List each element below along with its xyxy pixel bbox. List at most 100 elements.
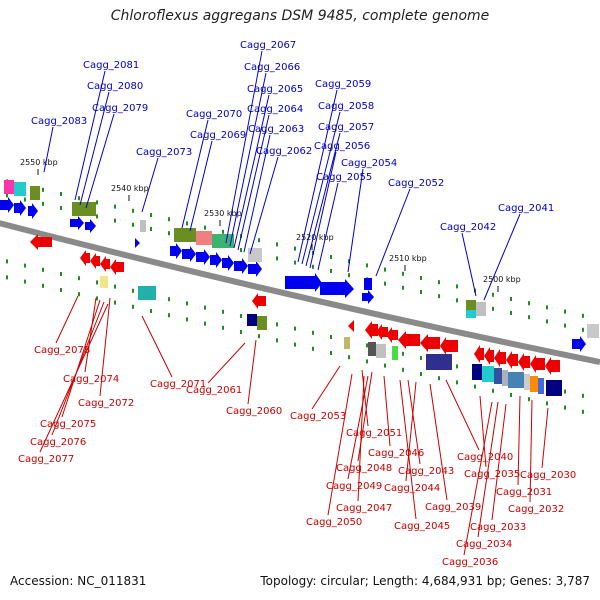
position-tick bbox=[438, 376, 440, 381]
gene-label: Cagg_2075 bbox=[40, 419, 96, 430]
feature-box bbox=[502, 370, 508, 386]
forward-gene bbox=[28, 203, 38, 219]
position-tick bbox=[240, 330, 242, 334]
gene-label: Cagg_2081 bbox=[83, 60, 139, 71]
reverse-gene bbox=[484, 347, 494, 365]
position-tick bbox=[474, 384, 476, 389]
gene-label: Cagg_2066 bbox=[244, 62, 300, 73]
gene-label: Cagg_2036 bbox=[442, 557, 498, 568]
leader-line bbox=[297, 89, 338, 263]
position-tick bbox=[42, 267, 44, 272]
position-tick bbox=[60, 206, 62, 210]
position-tick bbox=[582, 393, 584, 398]
gene-label: Cagg_2050 bbox=[306, 517, 362, 528]
position-tick bbox=[78, 276, 80, 281]
leader-line bbox=[479, 395, 487, 468]
leader-line bbox=[243, 134, 271, 253]
position-tick bbox=[276, 322, 278, 327]
position-tick bbox=[420, 356, 422, 360]
forward-gene bbox=[320, 279, 354, 298]
gene-labels: Cagg_2083 Cagg_2081 Cagg_2080 Cagg_2079 Cagg… bbox=[18, 40, 576, 568]
position-tick bbox=[438, 280, 440, 285]
gene-label: Cagg_2070 bbox=[186, 109, 242, 120]
gene-label: Cagg_2035 bbox=[464, 469, 520, 480]
position-tick bbox=[24, 279, 26, 284]
position-tick bbox=[456, 380, 458, 385]
feature-box bbox=[212, 234, 234, 248]
gene-label: Cagg_2044 bbox=[384, 483, 440, 494]
forward-gene bbox=[285, 273, 322, 292]
position-tick bbox=[456, 284, 458, 289]
reverse-gene bbox=[530, 355, 545, 373]
feature-box bbox=[138, 286, 156, 300]
gene-label: Cagg_2049 bbox=[326, 481, 382, 492]
leader-line bbox=[517, 395, 521, 486]
feature-box bbox=[72, 202, 96, 216]
feature-box bbox=[376, 344, 386, 358]
position-tick bbox=[330, 351, 332, 355]
position-tick bbox=[222, 325, 224, 330]
position-tick bbox=[150, 227, 152, 231]
scale-label: 2530 kbp bbox=[204, 209, 242, 218]
feature-box bbox=[530, 376, 538, 392]
position-tick bbox=[384, 363, 386, 368]
position-tick bbox=[186, 221, 188, 226]
gene-label: Cagg_2046 bbox=[368, 448, 424, 459]
leader-line bbox=[84, 297, 97, 373]
position-tick bbox=[42, 283, 44, 288]
position-tick bbox=[96, 296, 98, 301]
feature-box bbox=[368, 342, 376, 356]
reverse-gene bbox=[494, 349, 506, 367]
gene-label: Cagg_2041 bbox=[498, 203, 554, 214]
leader-line bbox=[399, 379, 417, 520]
feature-box bbox=[466, 300, 476, 310]
scale-label: 2540 kbp bbox=[111, 184, 149, 193]
gene-label: Cagg_2060 bbox=[226, 406, 282, 417]
position-tick bbox=[564, 309, 566, 314]
position-tick bbox=[384, 281, 386, 286]
gene-label: Cagg_2072 bbox=[78, 398, 134, 409]
feature-box bbox=[140, 220, 146, 232]
gene-label: Cagg_2057 bbox=[318, 122, 374, 133]
position-tick bbox=[510, 393, 512, 397]
position-tick bbox=[96, 214, 98, 219]
position-tick bbox=[150, 213, 152, 217]
position-tick bbox=[78, 292, 80, 297]
leader-line bbox=[249, 156, 279, 255]
leader-line bbox=[43, 126, 54, 173]
feature-box bbox=[508, 372, 524, 388]
leader-line bbox=[461, 232, 477, 297]
feature-box bbox=[196, 231, 212, 245]
position-tick bbox=[528, 301, 530, 306]
position-tick bbox=[546, 305, 548, 310]
position-tick bbox=[6, 259, 8, 264]
forward-gene bbox=[572, 336, 586, 352]
leader-line bbox=[357, 375, 365, 502]
leader-line bbox=[347, 375, 369, 480]
forward-genes bbox=[0, 197, 586, 352]
position-tick bbox=[132, 304, 134, 309]
position-tick bbox=[204, 225, 206, 230]
reverse-gene bbox=[545, 357, 560, 375]
scale-labels: 2550 kbp 2540 kbp 2530 kbp 2520 kbp 2510… bbox=[20, 158, 521, 284]
gene-label: Cagg_2053 bbox=[290, 411, 346, 422]
position-tick bbox=[312, 346, 314, 351]
gene-label: Cagg_2051 bbox=[346, 428, 402, 439]
gene-label: Cagg_2074 bbox=[63, 374, 119, 385]
reverse-gene bbox=[518, 353, 530, 371]
position-tick bbox=[150, 309, 152, 313]
gene-label: Cagg_2042 bbox=[440, 222, 496, 233]
position-tick bbox=[366, 343, 368, 348]
leader-line bbox=[61, 299, 101, 418]
position-tick bbox=[132, 208, 134, 213]
feature-box bbox=[482, 366, 494, 382]
feature-box bbox=[4, 180, 14, 194]
leader-line bbox=[463, 401, 493, 556]
forward-gene bbox=[14, 200, 26, 216]
position-tick bbox=[348, 355, 350, 360]
forward-gene bbox=[85, 219, 96, 233]
leader-line bbox=[237, 114, 270, 251]
position-tick bbox=[24, 263, 26, 268]
forward-gene bbox=[170, 243, 182, 259]
genome-summary: Topology: circular; Length: 4,684,931 bp… bbox=[260, 574, 590, 588]
